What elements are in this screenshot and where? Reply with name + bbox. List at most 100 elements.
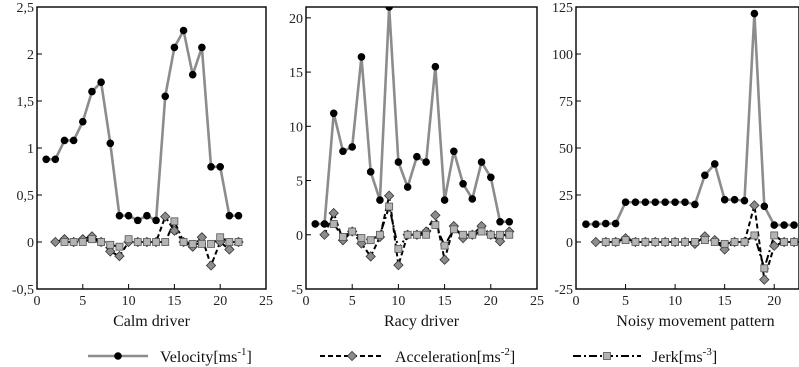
velocity-point (651, 198, 660, 206)
velocity-point (51, 155, 60, 164)
jerk-point (234, 238, 243, 246)
x-tick-label: 15 (718, 294, 732, 309)
jerk-point (496, 230, 504, 239)
velocity-point (394, 158, 403, 166)
legend-swatch-marker (346, 350, 358, 362)
velocity-point (440, 196, 449, 204)
velocity-point (170, 43, 179, 52)
y-tick-label: -5 (291, 283, 303, 298)
velocity-point (216, 163, 225, 171)
series-group (42, 26, 244, 271)
velocity-point (143, 211, 151, 220)
legend: Velocity[ms-1] Acceleration[ms-2] Jerk[ms-… (88, 346, 717, 366)
jerk-point (611, 238, 620, 246)
legend-swatch-marker (603, 352, 611, 360)
velocity-point (681, 198, 689, 206)
velocity-point (601, 219, 610, 228)
jerk-point (486, 230, 495, 239)
velocity-point (161, 92, 170, 101)
jerk-point (366, 236, 375, 245)
acceleration-point (393, 259, 404, 271)
acceleration-point (224, 244, 235, 255)
jerk-point (78, 238, 87, 246)
jerk-point (700, 236, 709, 245)
jerk-point (403, 230, 412, 239)
velocity-point (671, 198, 679, 206)
jerk-point (641, 238, 650, 246)
jerk-point (671, 238, 680, 246)
legend-label: Jerk[ms-3] (652, 346, 717, 366)
velocity-point (770, 221, 779, 229)
legend-label-exponent: -3 (703, 346, 713, 358)
y-tick-label: 2 (27, 48, 34, 63)
velocity-point (329, 109, 338, 118)
jerk-point (348, 227, 357, 236)
velocity-point (450, 147, 458, 156)
jerk-point (505, 230, 514, 239)
acceleration-point (439, 254, 450, 265)
velocity-point (348, 143, 357, 151)
x-tick-label: 0 (303, 294, 310, 309)
y-tick-label: 50 (559, 142, 573, 157)
velocity-point (422, 158, 430, 166)
velocity-line (585, 12, 795, 227)
x-tick-label: 10 (668, 294, 682, 309)
jerk-point (60, 238, 69, 246)
plot-frame (36, 6, 267, 290)
acceleration-point (430, 210, 441, 221)
x-axis-label: Racy driver (384, 313, 460, 330)
velocity-point (611, 219, 620, 228)
velocity-point (357, 53, 366, 61)
jerk-point (170, 217, 179, 226)
jerk-point (730, 238, 739, 246)
jerk-point (394, 244, 403, 253)
jerk-point (691, 238, 699, 246)
acceleration-point (169, 225, 180, 236)
jerk-point (216, 233, 225, 242)
jerk-point (431, 221, 440, 229)
velocity-point (496, 217, 504, 226)
jerk-point (790, 238, 798, 246)
velocity-point (207, 163, 215, 171)
velocity-point (88, 87, 96, 96)
y-tick-label: 1,5 (17, 95, 35, 110)
velocity-point (641, 198, 650, 206)
jerk-point (69, 238, 78, 246)
acceleration-point (105, 246, 116, 257)
legend-item-velocity: Velocity[ms-1] (88, 346, 252, 366)
acceleration-point (205, 260, 217, 271)
y-tick-label: 10 (289, 120, 303, 135)
velocity-line (315, 7, 510, 226)
velocity-point (413, 152, 421, 161)
jerk-point (207, 239, 215, 248)
jerk-point (197, 239, 206, 248)
jerk-point (601, 238, 610, 246)
jerk-point (225, 238, 234, 246)
jerk-point (720, 239, 729, 248)
velocity-point (582, 220, 590, 228)
velocity-point (790, 221, 798, 229)
x-tick-label: 15 (167, 294, 181, 309)
acceleration-point (365, 251, 376, 262)
y-tick-label: 25 (559, 189, 573, 204)
jerk-point (740, 238, 749, 246)
acceleration-point (494, 236, 506, 247)
jerk-point (329, 220, 338, 228)
acceleration-point (383, 190, 395, 201)
jerk-point (115, 242, 124, 251)
jerk-line (605, 234, 795, 270)
acceleration-point (759, 274, 770, 285)
velocity-point (592, 220, 600, 228)
jerk-point (459, 230, 467, 239)
x-tick-label: 0 (34, 294, 41, 309)
jerk-point (339, 233, 347, 241)
jerk-point (357, 234, 366, 242)
jerk-point (750, 231, 759, 240)
velocity-point (631, 198, 640, 206)
velocity-point (133, 216, 142, 225)
velocity-point (505, 217, 514, 226)
jerk-point (133, 238, 142, 246)
